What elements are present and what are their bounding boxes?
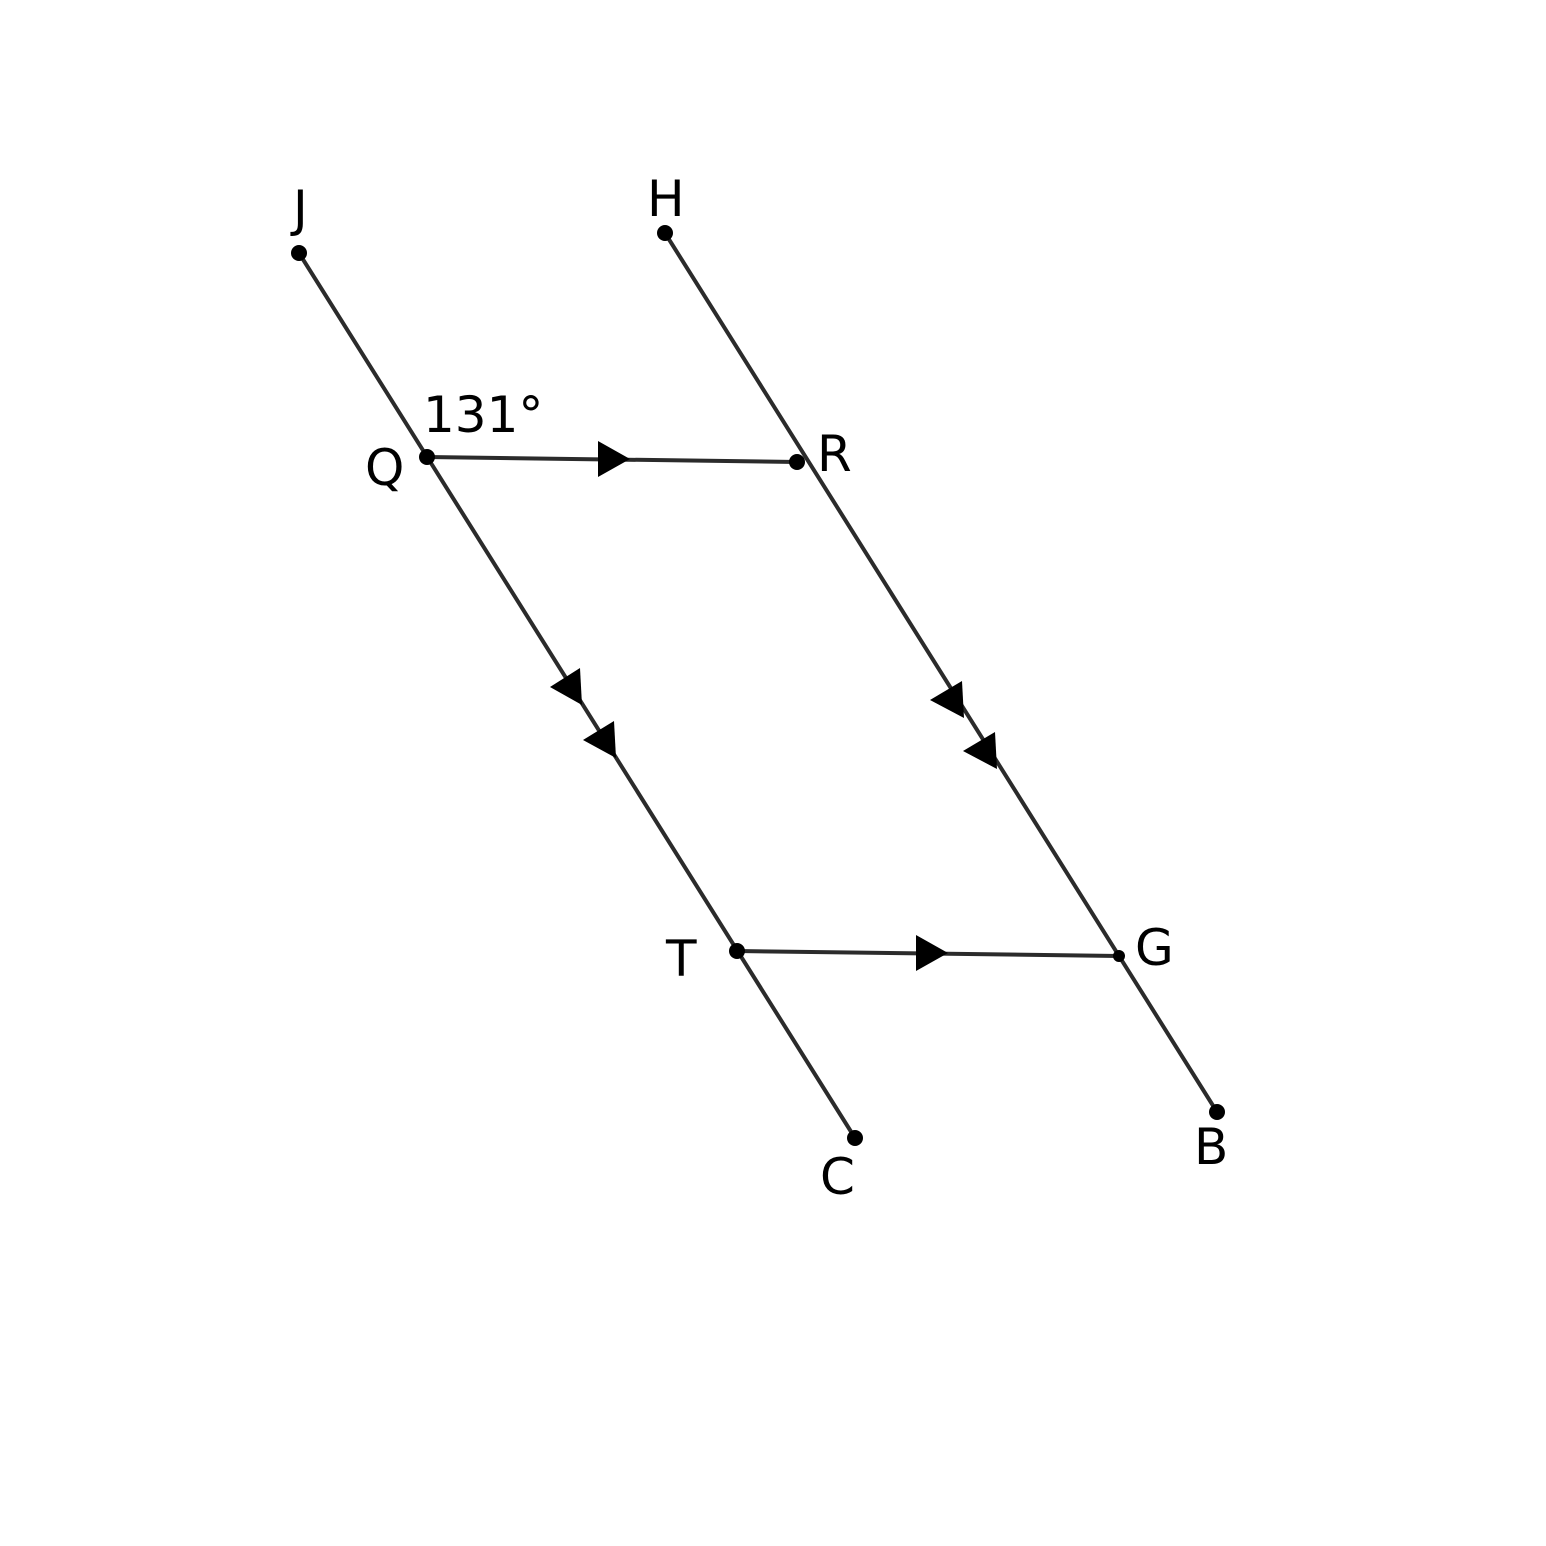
point-c bbox=[847, 1130, 863, 1146]
label-j: J bbox=[290, 180, 308, 238]
point-j bbox=[291, 245, 307, 261]
label-t: T bbox=[665, 930, 697, 988]
point-g bbox=[1113, 950, 1125, 962]
label-g: G bbox=[1135, 919, 1174, 977]
arrow-mark-tg bbox=[916, 935, 948, 971]
line-hb bbox=[663, 231, 1219, 1114]
point-h bbox=[657, 225, 673, 241]
point-q bbox=[419, 449, 435, 465]
arrow-mark-hb-2 bbox=[963, 732, 997, 769]
point-t bbox=[729, 943, 745, 959]
label-c: C bbox=[820, 1148, 855, 1206]
arrow-mark-jc-2 bbox=[583, 721, 616, 758]
arrow-mark-jc-1 bbox=[550, 668, 582, 705]
point-r bbox=[789, 454, 805, 470]
label-b: B bbox=[1194, 1118, 1228, 1176]
arrow-mark-hb-1 bbox=[930, 681, 964, 718]
angle-label: 131° bbox=[423, 386, 543, 444]
label-h: H bbox=[647, 170, 685, 228]
arrow-mark-qr bbox=[598, 441, 630, 477]
point-b bbox=[1209, 1104, 1225, 1120]
label-q: Q bbox=[365, 439, 404, 497]
label-r: R bbox=[817, 425, 852, 483]
